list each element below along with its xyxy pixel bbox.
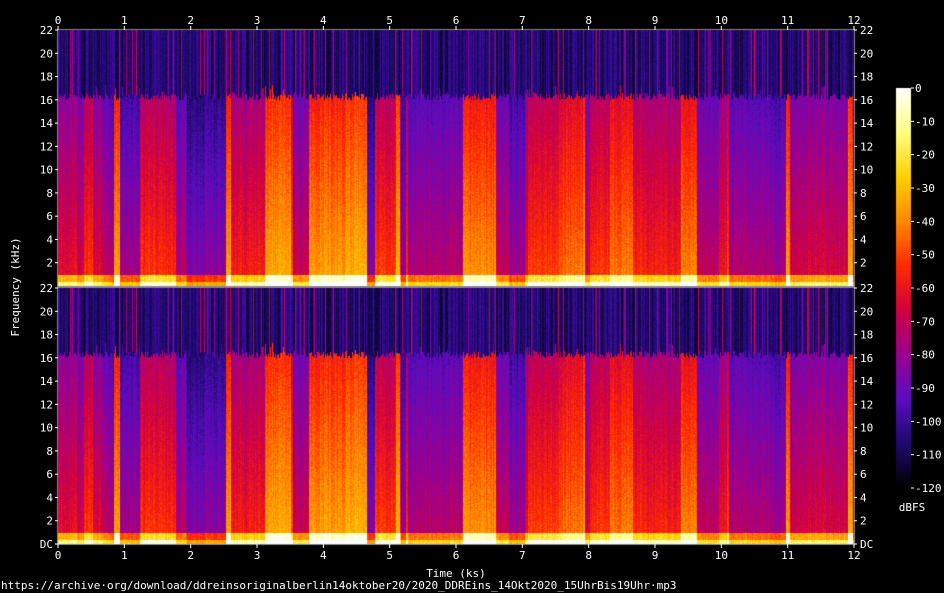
y-tick-label-right: 22 [860,24,873,37]
y-tick-label-left: 10 [40,164,53,177]
x-tick-label-top: 10 [715,14,728,27]
x-tick-label-top: 0 [55,14,62,27]
source-url: https://archive·org/download/ddreinsorig… [1,579,677,592]
y-tick-label-left: 4 [46,491,53,504]
x-axis-bottom: 0 1 2 3 4 5 6 7 8 9 10 11 12 [55,544,861,562]
x-tick-label-bottom: 4 [320,549,327,562]
x-tick-label-bottom: 0 [55,549,62,562]
x-axis-label: Time (ks) [426,567,486,580]
colorbar-tick-label: -100 [915,415,942,428]
y-tick-label-right: 10 [860,164,873,177]
colorbar-tick-label: -10 [915,115,935,128]
x-tick-label-bottom: 12 [847,549,860,562]
y-tick-label-right: 14 [860,375,874,388]
y-tick-label-right: DC [860,538,873,551]
y-tick-label-left: 12 [40,140,53,153]
y-tick-label-left: 12 [40,398,53,411]
colorbar: 0 -10 -20 -30 -40 -50 -60 -70 -80 -90 -100 -110 -120 [911,82,942,495]
y-tick-label-left: 20 [40,305,53,318]
y-tick-label-left: 14 [40,117,54,130]
y-tick-label-right: 6 [860,468,867,481]
y-tick-label-left: 22 [40,24,53,37]
y-tick-label-left: 14 [40,375,54,388]
y-axis-label: Frequency (kHz) [9,237,22,336]
y-tick-label-left: 16 [40,352,53,365]
y-tick-label-left: DC [40,538,53,551]
colorbar-tick-label: -90 [915,382,935,395]
y-tick-label-left: 4 [46,233,53,246]
y-tick-label-right: 18 [860,71,873,84]
y-tick-label-right: 4 [860,491,867,504]
colorbar-tick-label: -40 [915,215,935,228]
y-tick-label-right: 10 [860,422,873,435]
y-tick-label-right: 12 [860,140,873,153]
x-tick-label-top: 7 [519,14,526,27]
x-tick-label-top: 2 [187,14,194,27]
y-tick-label-right: 2 [860,515,867,528]
y-tick-label-left: 6 [46,210,53,223]
x-tick-label-top: 3 [254,14,261,27]
y-tick-label-right: 14 [860,117,874,130]
x-tick-label-bottom: 2 [187,549,194,562]
y-tick-label-right: 8 [860,445,867,458]
colorbar-tick-label: -60 [915,282,935,295]
colorbar-tick-label: -120 [915,482,942,495]
y-tick-label-left: 20 [40,47,53,60]
x-tick-label-bottom: 9 [652,549,659,562]
x-tick-label-bottom: 1 [121,549,128,562]
y-tick-label-left: 18 [40,329,53,342]
y-tick-label-right: 6 [860,210,867,223]
x-tick-label-top: 4 [320,14,327,27]
y-tick-label-right: 4 [860,233,867,246]
y-tick-label-right: 8 [860,187,867,200]
y-tick-label-right: 16 [860,94,873,107]
colorbar-label: dBFS [899,501,926,514]
y-tick-label-right: 16 [860,352,873,365]
x-tick-label-bottom: 8 [585,549,592,562]
y-tick-label-right: 12 [860,398,873,411]
y-tick-label-right: 20 [860,47,873,60]
x-tick-label-bottom: 3 [254,549,261,562]
y-tick-label-left: 2 [46,515,53,528]
x-tick-label-top: 12 [847,14,860,27]
x-tick-label-top: 9 [652,14,659,27]
y-tick-label-right: 18 [860,329,873,342]
x-tick-label-top: 5 [386,14,393,27]
y-tick-label-left: 18 [40,71,53,84]
colorbar-tick-label: -50 [915,249,935,262]
x-axis-top: 0 1 2 3 4 5 6 7 8 9 10 11 12 [55,14,861,30]
colorbar-tick-label: -80 [915,349,935,362]
x-tick-label-top: 1 [121,14,128,27]
x-tick-label-bottom: 11 [781,549,794,562]
x-tick-label-top: 8 [585,14,592,27]
x-tick-label-bottom: 5 [386,549,393,562]
y-tick-label-left: 10 [40,422,53,435]
x-tick-label-bottom: 6 [453,549,460,562]
colorbar-tick-label: -20 [915,149,935,162]
y-tick-label-left: 8 [46,445,53,458]
y-tick-label-left: 8 [46,187,53,200]
y-tick-label-right: 20 [860,305,873,318]
x-tick-label-top: 6 [453,14,460,27]
x-tick-label-bottom: 7 [519,549,526,562]
y-tick-label-right: 2 [860,257,867,270]
x-tick-label-bottom: 10 [715,549,728,562]
colorbar-tick-label: -30 [915,182,935,195]
x-tick-label-top: 11 [781,14,794,27]
y-tick-label-left: 16 [40,94,53,107]
colorbar-tick-label: 0 [915,82,922,95]
y-tick-label-left: 22 [40,282,53,295]
colorbar-tick-label: -70 [915,315,935,328]
y-tick-label-left: 6 [46,468,53,481]
colorbar-tick-label: -110 [915,449,942,462]
y-tick-label-left: 2 [46,257,53,270]
y-tick-label-right: 22 [860,282,873,295]
